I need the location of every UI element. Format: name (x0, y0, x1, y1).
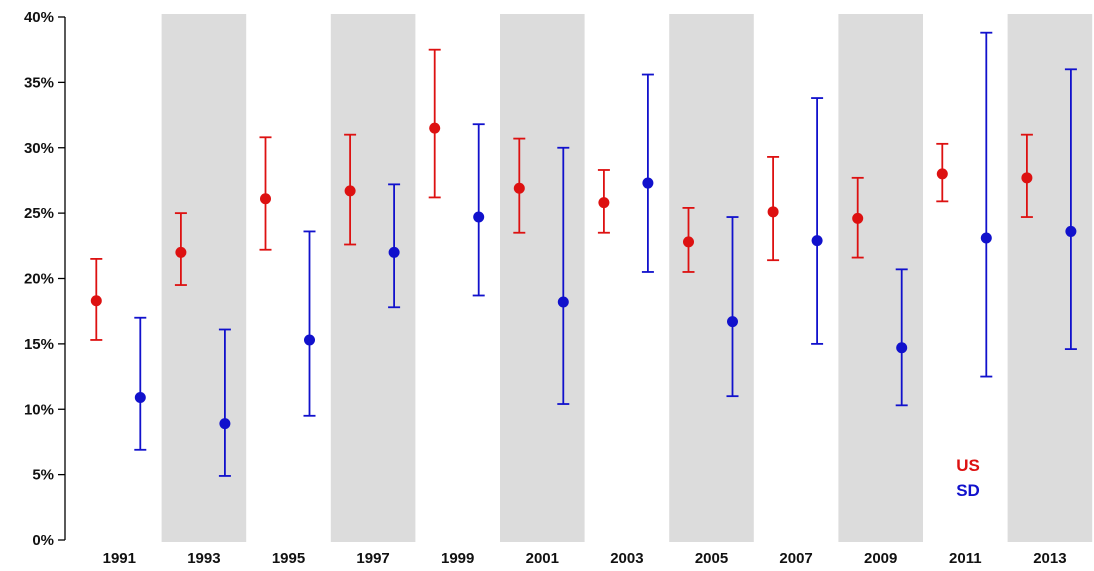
us-point-2001 (513, 182, 525, 194)
us-point-1991 (90, 295, 102, 307)
y-tick-label: 10% (24, 401, 54, 418)
sd-point-1997 (388, 246, 400, 258)
sd-point-2009 (896, 342, 908, 354)
x-tick-label: 1995 (272, 550, 305, 567)
x-tick-label: 2011 (949, 550, 982, 567)
us-point-2005 (683, 236, 694, 248)
y-tick-label: 0% (32, 532, 54, 549)
us-point-2013 (1021, 172, 1033, 184)
sd-point-1995 (304, 334, 315, 346)
us-point-2007 (767, 206, 779, 218)
y-tick-label: 20% (24, 271, 54, 288)
legend-label-sd: SD (956, 481, 980, 500)
sd-point-1999 (473, 211, 485, 223)
x-tick-label: 2005 (695, 550, 728, 567)
x-tick-label: 2001 (526, 550, 559, 567)
us-point-1999 (429, 122, 441, 134)
y-tick-label: 35% (24, 74, 54, 91)
sd-point-1993 (219, 418, 231, 430)
background-bands (161, 14, 1093, 542)
us-point-2011 (936, 168, 948, 180)
sd-point-2011 (980, 232, 992, 244)
x-tick-label: 2003 (610, 550, 643, 567)
x-axis-labels: 1991 1993 1995 1997 1999 2001 2003 2005 2007 2009… (103, 550, 1067, 567)
x-tick-label: 2007 (779, 550, 812, 567)
background-band-2005 (669, 14, 754, 542)
y-tick-label: 5% (32, 467, 54, 484)
legend: US SD (956, 456, 980, 500)
background-band-2013 (1007, 14, 1093, 542)
series-sd (134, 31, 1077, 477)
x-tick-label: 2013 (1033, 550, 1066, 567)
y-tick-label: 30% (24, 140, 54, 157)
background-band-2001 (500, 14, 585, 542)
us-point-1997 (344, 185, 356, 197)
y-tick-label: 25% (24, 205, 54, 222)
sd-point-2013 (1065, 225, 1077, 237)
sd-point-2005 (727, 316, 738, 328)
x-tick-label: 1991 (103, 550, 136, 567)
sd-point-2003 (642, 177, 654, 189)
us-point-2003 (598, 197, 610, 209)
y-tick-label: 15% (24, 336, 54, 353)
background-band-2009 (838, 14, 923, 542)
sd-point-2001 (557, 296, 569, 308)
background-band-1993 (161, 14, 247, 542)
sd-point-1991 (134, 391, 146, 403)
x-tick-label: 1997 (356, 550, 389, 567)
sd-point-2007 (811, 235, 823, 247)
background-band-1997 (330, 14, 416, 542)
x-tick-label: 1993 (187, 550, 220, 567)
y-tick-label: 40% (24, 9, 54, 26)
us-point-1995 (260, 193, 271, 205)
series-us (90, 48, 1033, 341)
y-axis: 0% 5% 10% 15% 20% 25% 30% 35% 40% (24, 9, 66, 549)
x-tick-label: 1999 (441, 550, 474, 567)
legend-label-us: US (956, 456, 980, 475)
x-tick-label: 2009 (864, 550, 897, 567)
us-point-2009 (852, 212, 864, 224)
us-point-1993 (175, 246, 187, 258)
